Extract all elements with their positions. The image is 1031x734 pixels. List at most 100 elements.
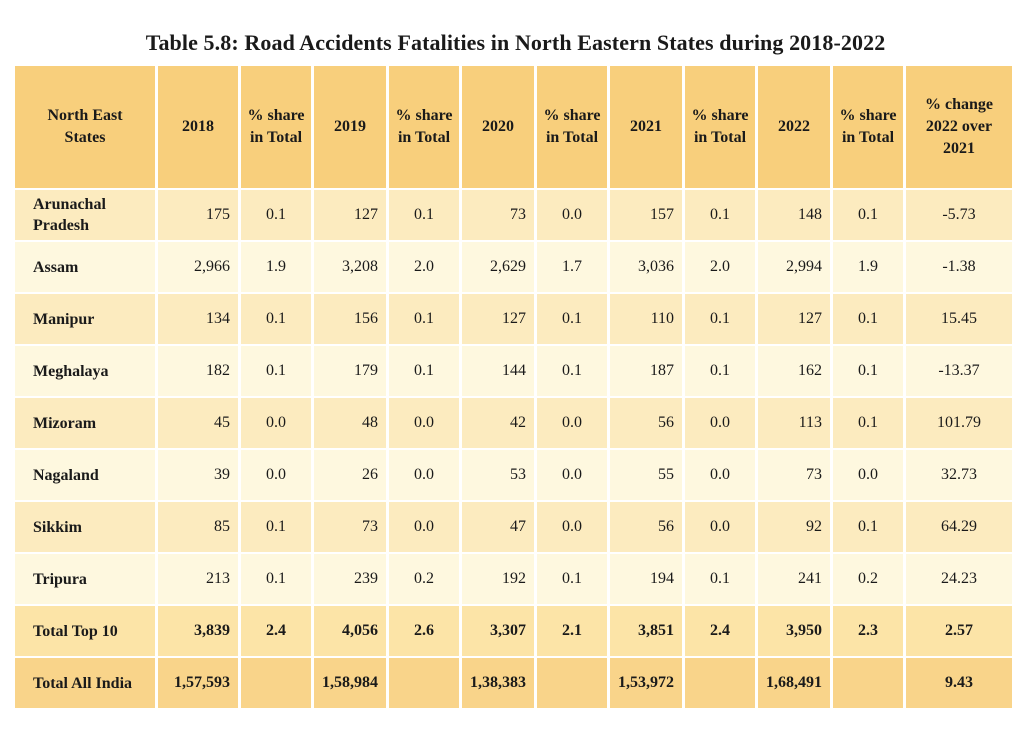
table-title: Table 5.8: Road Accidents Fatalities in … [145, 30, 886, 55]
cell-s2018: 2.4 [241, 606, 311, 656]
header-share-2018: % share in Total [241, 66, 311, 188]
cell-s2020: 0.0 [537, 450, 607, 500]
cell-v2018: 182 [158, 346, 238, 396]
cell-s2021: 0.1 [685, 294, 755, 344]
cell-v2020: 53 [462, 450, 534, 500]
table-row: Arunachal Pradesh 175 0.1 127 0.1 73 0.0 157 0.1… [15, 190, 1012, 240]
total-all-india-row: Total All India 1,57,593 1,58,984 1,38,383 1… [15, 658, 1012, 708]
cell-v2022: 73 [758, 450, 830, 500]
cell-s2018: 0.1 [241, 294, 311, 344]
header-row: North East States 2018 % share in Total … [15, 66, 1012, 188]
cell-v2021: 3,036 [610, 242, 682, 292]
cell-s2018: 0.0 [241, 450, 311, 500]
cell-s2022: 0.1 [833, 190, 903, 240]
cell-s2021: 0.1 [685, 554, 755, 604]
cell-v2020: 127 [462, 294, 534, 344]
cell-v2018: 3,839 [158, 606, 238, 656]
table-body: Arunachal Pradesh 175 0.1 127 0.1 73 0.0 157 0.1… [15, 190, 1012, 708]
cell-state: Total All India [15, 658, 155, 708]
cell-s2019: 0.0 [389, 398, 459, 448]
cell-s2018: 0.1 [241, 502, 311, 552]
cell-v2018: 134 [158, 294, 238, 344]
cell-s2022: 0.0 [833, 450, 903, 500]
fatalities-table: North East States 2018 % share in Total … [12, 64, 1015, 710]
header-share-2020: % share in Total [537, 66, 607, 188]
cell-v2018: 45 [158, 398, 238, 448]
cell-s2021: 0.0 [685, 502, 755, 552]
cell-s2021: 0.0 [685, 398, 755, 448]
cell-v2020: 42 [462, 398, 534, 448]
cell-s2021: 2.4 [685, 606, 755, 656]
cell-state: Arunachal Pradesh [15, 190, 155, 240]
cell-state: Sikkim [15, 502, 155, 552]
fatalities-table-container: North East States 2018 % share in Total … [12, 64, 1015, 710]
cell-s2020: 0.1 [537, 554, 607, 604]
header-2022: 2022 [758, 66, 830, 188]
cell-v2022: 113 [758, 398, 830, 448]
cell-v2022: 3,950 [758, 606, 830, 656]
cell-v2021: 157 [610, 190, 682, 240]
cell-v2022: 162 [758, 346, 830, 396]
table-row: Sikkim 85 0.1 73 0.0 47 0.0 56 0.0 92 0.1 64.29 [15, 502, 1012, 552]
cell-s2019: 0.1 [389, 294, 459, 344]
cell-v2018: 85 [158, 502, 238, 552]
cell-v2020: 1,38,383 [462, 658, 534, 708]
cell-v2019: 156 [314, 294, 386, 344]
header-2018: 2018 [158, 66, 238, 188]
table-row: Mizoram 45 0.0 48 0.0 42 0.0 56 0.0 113 0.1 101.79 [15, 398, 1012, 448]
cell-v2022: 1,68,491 [758, 658, 830, 708]
table-row: Manipur 134 0.1 156 0.1 127 0.1 110 0.1 127 0.1 15.… [15, 294, 1012, 344]
cell-v2021: 56 [610, 398, 682, 448]
cell-change: 101.79 [906, 398, 1012, 448]
cell-s2022: 0.1 [833, 398, 903, 448]
cell-s2019: 0.2 [389, 554, 459, 604]
cell-v2021: 194 [610, 554, 682, 604]
cell-change: 32.73 [906, 450, 1012, 500]
cell-v2022: 92 [758, 502, 830, 552]
cell-s2018: 0.1 [241, 346, 311, 396]
header-2021: 2021 [610, 66, 682, 188]
table-row: Meghalaya 182 0.1 179 0.1 144 0.1 187 0.1 162 0.1-… [15, 346, 1012, 396]
cell-v2019: 48 [314, 398, 386, 448]
cell-s2020: 1.7 [537, 242, 607, 292]
cell-state: Manipur [15, 294, 155, 344]
cell-v2019: 26 [314, 450, 386, 500]
header-2019: 2019 [314, 66, 386, 188]
cell-s2018: 0.1 [241, 190, 311, 240]
cell-v2019: 73 [314, 502, 386, 552]
cell-v2018: 2,966 [158, 242, 238, 292]
cell-s2022: 0.1 [833, 294, 903, 344]
header-2020: 2020 [462, 66, 534, 188]
cell-v2021: 56 [610, 502, 682, 552]
cell-s2019: 0.0 [389, 450, 459, 500]
cell-state: Mizoram [15, 398, 155, 448]
cell-s2022: 2.3 [833, 606, 903, 656]
header-share-2021: % share in Total [685, 66, 755, 188]
table-row: Nagaland 39 0.0 26 0.0 53 0.0 55 0.0 73 0.0 32.73 [15, 450, 1012, 500]
cell-s2019: 0.1 [389, 190, 459, 240]
cell-s2022 [833, 658, 903, 708]
cell-s2018: 1.9 [241, 242, 311, 292]
cell-state: Assam [15, 242, 155, 292]
cell-v2020: 192 [462, 554, 534, 604]
cell-v2022: 127 [758, 294, 830, 344]
cell-v2022: 2,994 [758, 242, 830, 292]
cell-v2018: 39 [158, 450, 238, 500]
cell-s2020: 0.1 [537, 294, 607, 344]
cell-state: Tripura [15, 554, 155, 604]
cell-s2022: 0.2 [833, 554, 903, 604]
cell-s2018: 0.0 [241, 398, 311, 448]
cell-v2021: 55 [610, 450, 682, 500]
cell-change: -13.37 [906, 346, 1012, 396]
header-share-2019: % share in Total [389, 66, 459, 188]
cell-s2020: 0.0 [537, 398, 607, 448]
cell-s2020: 0.0 [537, 190, 607, 240]
cell-v2018: 175 [158, 190, 238, 240]
cell-v2019: 3,208 [314, 242, 386, 292]
cell-v2020: 47 [462, 502, 534, 552]
cell-s2021: 2.0 [685, 242, 755, 292]
cell-s2020 [537, 658, 607, 708]
header-share-2022: % share in Total [833, 66, 903, 188]
table-row: Assam 2,966 1.9 3,208 2.0 2,629 1.7 3,036 2.0 2,9… [15, 242, 1012, 292]
cell-v2019: 239 [314, 554, 386, 604]
